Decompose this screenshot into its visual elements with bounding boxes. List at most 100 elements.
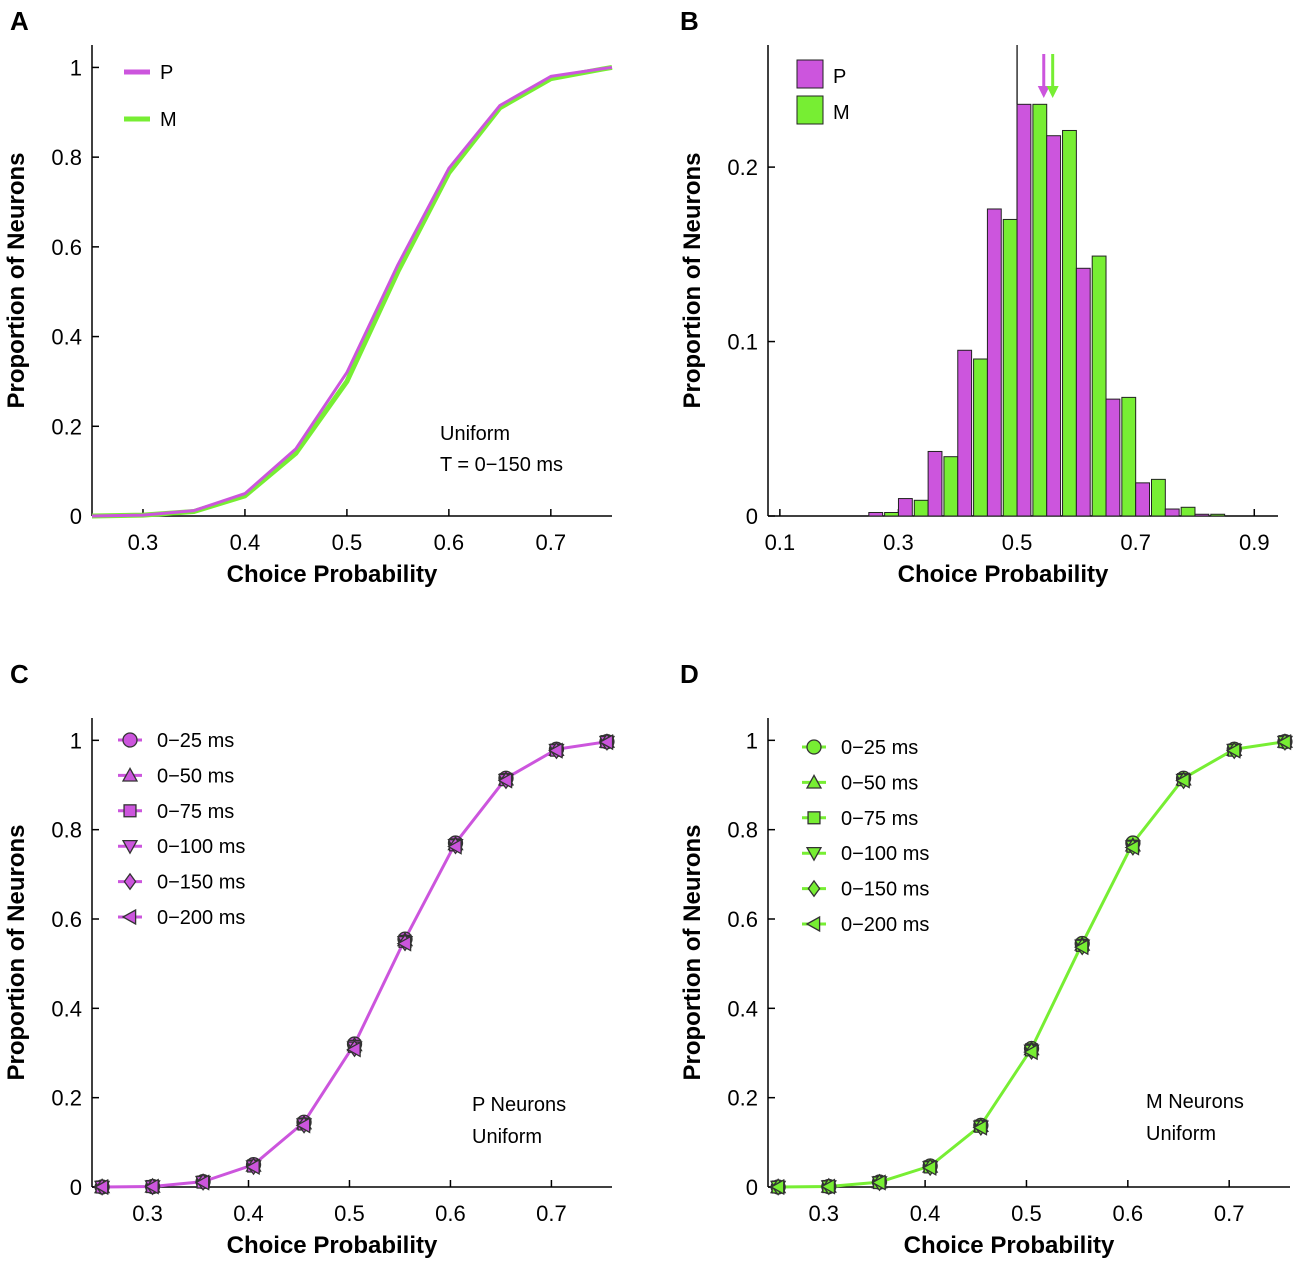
annotation: M Neurons: [1146, 1091, 1244, 1113]
marker-triangle-down: [805, 846, 823, 862]
legend-label-M: M: [833, 102, 850, 124]
bar-M: [1180, 506, 1196, 517]
y-axis-title: Proportion of Neurons: [3, 153, 30, 409]
x-tick-label: 0.3: [883, 530, 914, 555]
marker-triangle-left: [1175, 772, 1190, 789]
y-tick-label: 0.4: [51, 325, 82, 350]
y-tick-label: 0: [70, 504, 82, 529]
legend-swatch-M: [796, 95, 824, 125]
marker-triangle-left: [1073, 939, 1089, 956]
x-tick-label: 0.4: [910, 1201, 941, 1226]
marker-circle: [122, 732, 138, 748]
y-tick-label: 0.4: [51, 996, 82, 1021]
legend-label: 0−50 ms: [157, 765, 234, 787]
bar-P: [1105, 398, 1121, 517]
y-axis-title: Proportion of Neurons: [679, 825, 706, 1081]
bar-M: [1002, 218, 1018, 517]
x-tick-label: 0.5: [334, 1201, 365, 1226]
bar-M: [1151, 478, 1166, 517]
y-tick-label: 0.2: [727, 1086, 758, 1111]
bar-P: [868, 512, 884, 517]
bar-M: [943, 456, 959, 517]
panel-D: D 0.3 0.4 0.5 0.6 0.7 0 0.2 0.4 0.6 0.8 1 Choice Pro…: [679, 659, 1294, 1259]
x-tick-label: 0.7: [536, 1201, 567, 1226]
legend-label-P: P: [160, 62, 173, 84]
x-tick-label: 0.5: [1011, 1201, 1042, 1226]
marker-triangle-left: [497, 772, 513, 789]
annotation: T = 0−150 ms: [440, 454, 563, 476]
marker-triangle-up: [805, 774, 823, 789]
x-tick-label: 0.1: [765, 530, 796, 555]
marker-triangle-left: [346, 1041, 361, 1058]
y-tick-label: 1: [70, 55, 82, 80]
marker-square: [807, 811, 821, 825]
bar-M: [1062, 129, 1077, 517]
y-tick-label: 0: [746, 504, 758, 529]
marker-triangle-left: [194, 1174, 210, 1191]
legend-label: 0−200 ms: [157, 907, 245, 929]
panel-B: B 0.1 0.3 0.5 0.7 0.9 0 0.1 0.2 Choice Probabilit…: [679, 6, 1278, 588]
x-tick-label: 0.9: [1239, 530, 1270, 555]
x-tick-label: 0.7: [1120, 530, 1151, 555]
marker-triangle-left: [447, 838, 462, 855]
bar-P: [1135, 482, 1151, 517]
x-tick-label: 0.3: [128, 530, 159, 555]
marker-triangle-left: [598, 734, 614, 751]
x-tick-label: 0.4: [233, 1201, 264, 1226]
marker-triangle-left: [121, 908, 137, 926]
bar-M: [884, 512, 899, 517]
mean-arrow-head-M: [1046, 86, 1059, 98]
bar-P: [897, 498, 913, 517]
y-tick-label: 0.8: [51, 818, 82, 843]
y-tick-label: 0: [746, 1175, 758, 1200]
marker-triangle-left: [871, 1174, 886, 1191]
bar-P: [1046, 135, 1062, 517]
panel-label-D: D: [680, 659, 699, 689]
bar-M: [973, 358, 988, 517]
y-tick-label: 0.6: [727, 907, 758, 932]
x-tick-label: 0.6: [1113, 1201, 1144, 1226]
legend-label: 0−25 ms: [841, 737, 918, 759]
legend-label: 0−200 ms: [841, 914, 929, 936]
marker-triangle-left: [144, 1178, 159, 1195]
marker-triangle-down: [121, 839, 139, 855]
panel-A: A 0.3 0.4 0.5 0.6 0.7 0 0.2 0.4 0.6 0.8 1 Choice Pro…: [3, 6, 613, 588]
legend-label: 0−75 ms: [841, 808, 918, 830]
y-tick-label: 0.6: [51, 907, 82, 932]
marker-triangle-left: [1276, 734, 1292, 751]
bar-M: [1121, 396, 1137, 517]
x-tick-label: 0.7: [536, 530, 567, 555]
marker-triangle-left: [1225, 742, 1241, 759]
bar-P: [1016, 103, 1032, 517]
bar-M: [1210, 513, 1226, 517]
marker-triangle-left: [805, 915, 821, 933]
panel-label-A: A: [10, 6, 29, 36]
y-tick-label: 0.1: [727, 330, 758, 355]
y-tick-label: 0.4: [727, 996, 758, 1021]
marker-triangle-left: [548, 742, 563, 759]
annotation: P Neurons: [472, 1094, 566, 1116]
y-tick-label: 1: [70, 728, 82, 753]
annotation: Uniform: [1146, 1123, 1216, 1145]
marker-circle: [806, 739, 822, 755]
marker-triangle-left: [769, 1178, 785, 1196]
panel-label-C: C: [10, 659, 29, 689]
marker-triangle-up: [121, 767, 139, 782]
marker-diamond: [123, 872, 137, 891]
bar-P: [1075, 267, 1091, 517]
legend-label: 0−100 ms: [841, 843, 929, 865]
y-axis-title: Proportion of Neurons: [679, 153, 706, 409]
annotation: Uniform: [472, 1126, 542, 1148]
bar-P: [927, 450, 943, 517]
legend-label: 0−150 ms: [841, 879, 929, 901]
marker-triangle-left: [295, 1117, 311, 1134]
series-line-M: [91, 64, 613, 519]
y-tick-label: 0.2: [727, 155, 758, 180]
marker-triangle-left: [1023, 1044, 1038, 1061]
legend-label: 0−50 ms: [841, 772, 918, 794]
series-line-P: [91, 65, 613, 518]
legend-label-M: M: [160, 109, 177, 131]
bar-P: [986, 208, 1002, 517]
bar-M: [1091, 255, 1107, 517]
marker-triangle-left: [1124, 839, 1140, 856]
